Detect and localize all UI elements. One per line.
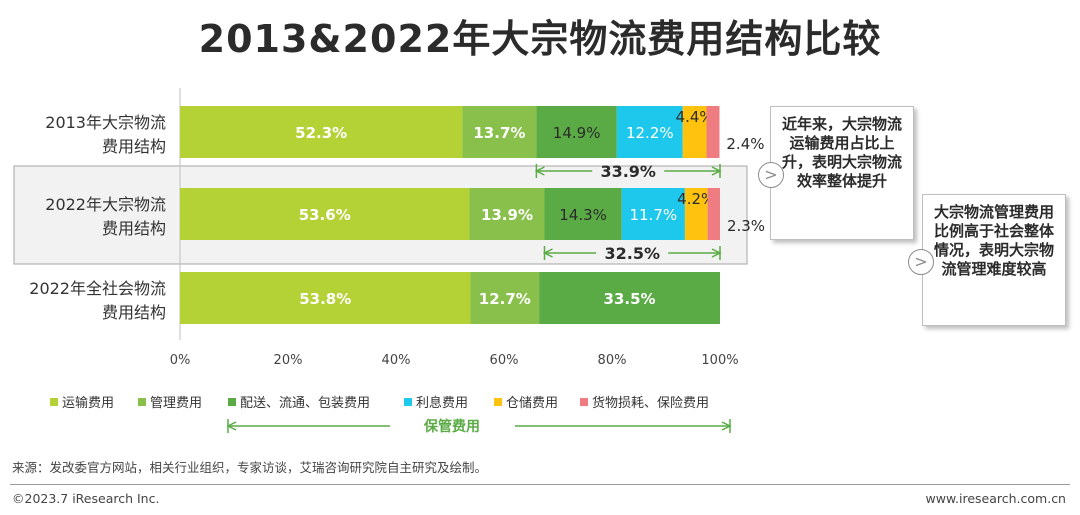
legend-bracket-arrow xyxy=(226,421,237,431)
bracket-arrow xyxy=(711,166,722,176)
category-label: 费用结构 xyxy=(102,137,166,156)
data-label: 4.2% xyxy=(677,190,715,208)
data-label: 11.7% xyxy=(629,206,677,224)
bar-segment xyxy=(707,188,720,240)
data-label: 13.9% xyxy=(481,206,533,224)
source-note: 来源：发改委官方网站，相关行业组织，专家访谈，艾瑞咨询研究院自主研究及绘制。 xyxy=(12,460,488,475)
bar-segment xyxy=(462,106,537,158)
legend-swatch xyxy=(50,398,58,406)
bar-segment xyxy=(682,106,707,158)
data-label: 12.7% xyxy=(479,290,531,308)
stacked-bar-chart: 2013年大宗物流费用结构2022年大宗物流费用结构2022年全社会物流费用结构… xyxy=(13,88,765,435)
data-label: 52.3% xyxy=(295,124,347,142)
bracket-arrow xyxy=(534,166,545,176)
bar-segment xyxy=(536,106,617,158)
data-label: 33.5% xyxy=(604,290,656,308)
chart-title: 2013&2022年大宗物流费用结构比较 xyxy=(198,17,882,61)
bar-segment xyxy=(544,188,622,240)
bar-segment xyxy=(616,106,683,158)
legend-swatch xyxy=(404,398,412,406)
data-label: 2.4% xyxy=(726,135,764,153)
legend-label: 利息费用 xyxy=(416,395,468,411)
chevron-right-icon: > xyxy=(908,249,934,275)
note-efficiency-text: 近年来，大宗物流运输费用占比上升，表明大宗物流效率整体提升 xyxy=(781,115,902,190)
data-label: 14.3% xyxy=(559,206,607,224)
data-label: 53.6% xyxy=(299,206,351,224)
note-management-text: 大宗物流管理费用比例高于社会整体情况，表明大宗物流管理难度较高 xyxy=(933,203,1054,278)
copyright: ©2023.7 iResearch Inc. xyxy=(12,491,160,506)
legend-swatch xyxy=(494,398,502,406)
legend-label: 管理费用 xyxy=(150,396,202,411)
bar-segment xyxy=(706,106,720,158)
x-tick-label: 40% xyxy=(382,353,411,368)
category-label: 2022年大宗物流 xyxy=(45,195,166,214)
legend-swatch xyxy=(138,398,146,406)
data-label: 53.8% xyxy=(299,290,351,308)
storage-total-label: 32.5% xyxy=(604,244,660,263)
category-label: 2022年全社会物流 xyxy=(29,279,166,298)
data-label: 2.3% xyxy=(727,217,765,235)
bar-segment xyxy=(621,188,685,240)
data-label: 12.2% xyxy=(626,124,674,142)
legend-swatch xyxy=(228,398,236,406)
legend-bracket-arrow xyxy=(721,421,732,431)
bar-segment xyxy=(470,272,540,324)
bar-segment xyxy=(180,188,470,240)
chevron-right-icon: > xyxy=(758,162,784,188)
category-label: 费用结构 xyxy=(102,303,166,322)
note-efficiency: 近年来，大宗物流运输费用占比上升，表明大宗物流效率整体提升 xyxy=(770,106,914,240)
bar-segment xyxy=(180,106,463,158)
data-label: 14.9% xyxy=(553,124,601,142)
storage-total-label: 33.9% xyxy=(600,162,656,181)
note-management: 大宗物流管理费用比例高于社会整体情况，表明大宗物流管理难度较高 xyxy=(922,194,1066,326)
footer-divider xyxy=(10,484,1070,485)
bracket-arrow xyxy=(711,248,722,258)
legend-label: 货物损耗、保险费用 xyxy=(592,395,709,411)
category-label: 费用结构 xyxy=(102,219,166,238)
legend-label: 运输费用 xyxy=(62,395,114,411)
x-tick-label: 20% xyxy=(274,353,303,368)
data-label: 13.7% xyxy=(473,124,525,142)
x-tick-label: 80% xyxy=(598,353,627,368)
bar-segment xyxy=(539,272,720,324)
x-tick-label: 100% xyxy=(701,353,738,368)
bar-segment xyxy=(684,188,708,240)
legend-group-label: 保管费用 xyxy=(423,418,480,435)
legend-label: 仓储费用 xyxy=(506,396,558,411)
x-tick-label: 0% xyxy=(170,353,191,368)
data-label: 4.4% xyxy=(676,108,714,126)
category-label: 2013年大宗物流 xyxy=(45,113,166,132)
legend-label: 配送、流通、包装费用 xyxy=(240,396,370,411)
website: www.iresearch.com.cn xyxy=(925,491,1067,506)
bar-segment xyxy=(180,272,471,324)
x-tick-label: 60% xyxy=(490,353,519,368)
bar-segment xyxy=(469,188,545,240)
legend-swatch xyxy=(580,398,588,406)
bracket-arrow xyxy=(542,248,553,258)
